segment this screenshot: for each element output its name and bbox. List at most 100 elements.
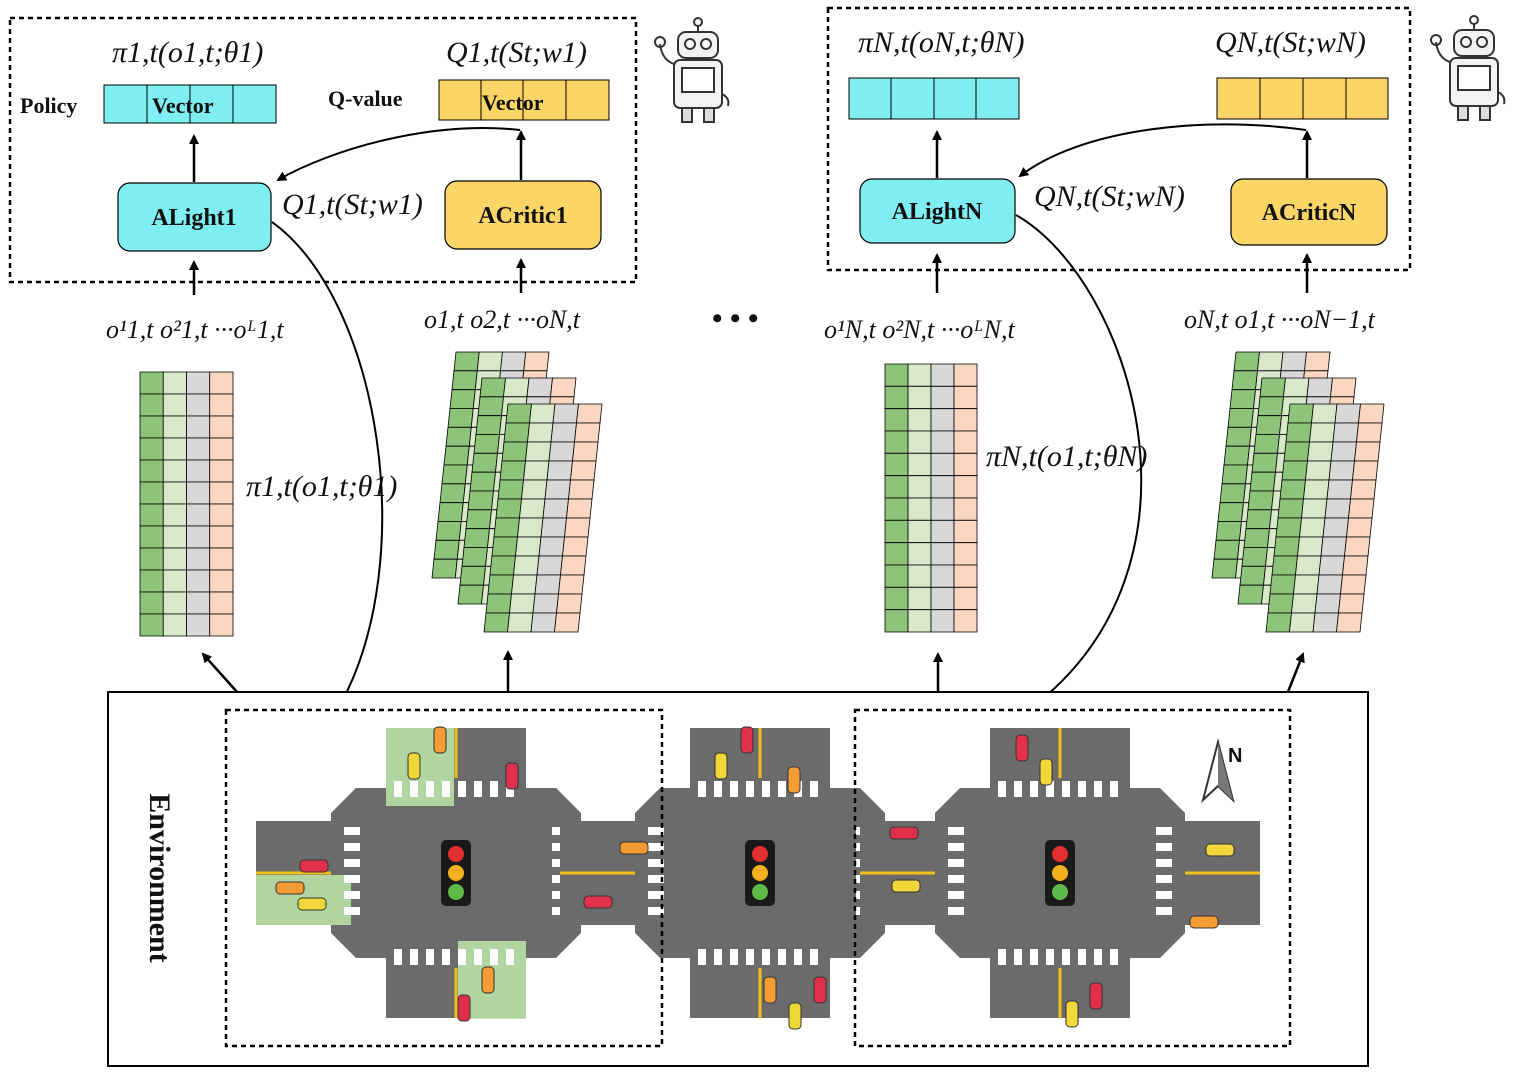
- grid-cell: [953, 475, 978, 499]
- grid-cell: [1219, 483, 1246, 504]
- grid-cell: [907, 586, 932, 611]
- grid-cell: [162, 503, 187, 527]
- grid-cell: [186, 415, 211, 439]
- grid-cell: [433, 539, 460, 560]
- grid-cell: [1301, 498, 1328, 519]
- grid-cell: [1356, 422, 1383, 443]
- grid-cell: [525, 441, 552, 462]
- grid-cell: [509, 593, 536, 614]
- grid-cell: [1283, 377, 1310, 398]
- grid-cell: [560, 555, 587, 576]
- grid-cell: [1309, 422, 1336, 443]
- grid-cell: [447, 408, 474, 428]
- grid-cell: [209, 437, 234, 461]
- agent1-obs-formula: o¹1,t o²1,t ···oᴸ1,t: [106, 315, 284, 344]
- grid-cell: [1340, 574, 1367, 595]
- agent1-critic-obs-formula: o1,t o2,t ···oN,t: [424, 305, 581, 334]
- grid-cell: [477, 396, 504, 417]
- car-icon: [889, 826, 919, 840]
- agentN-q-formula: QN,t(St;wN): [1215, 26, 1366, 59]
- grid-cell: [930, 542, 955, 566]
- grid-cell: [953, 519, 978, 544]
- environment-label: Environment: [143, 793, 176, 962]
- agent1-critic-box: [444, 180, 602, 250]
- grid-cell: [1299, 517, 1326, 538]
- agentN-critic-label: ACriticN: [1262, 200, 1357, 226]
- grid-cell: [1257, 351, 1284, 372]
- grid-cell: [1285, 422, 1312, 443]
- grid-cell: [1314, 593, 1341, 614]
- grid-cell: [542, 498, 569, 519]
- grid-cell: [459, 565, 486, 586]
- grid-cell: [209, 393, 234, 417]
- grid-cell: [139, 437, 164, 461]
- agentN-actor-label: ALightN: [892, 199, 983, 225]
- grid-cell: [453, 351, 480, 372]
- grid-cell: [515, 536, 542, 557]
- grid-cell: [1217, 502, 1244, 522]
- grid-cell: [544, 479, 571, 500]
- grid-cell: [1283, 441, 1310, 462]
- car-icon: [275, 881, 305, 895]
- grid-cell: [497, 479, 524, 500]
- agent1-policy-formula: π1,t(o1,t;θ1): [112, 36, 263, 69]
- grid-cell: [907, 363, 932, 387]
- car-icon: [1015, 734, 1029, 762]
- grid-cell: [1324, 498, 1351, 519]
- grid-cell: [1295, 555, 1322, 576]
- grid-cell: [884, 363, 909, 387]
- grid-cell: [550, 422, 577, 443]
- grid-cell: [493, 517, 520, 538]
- grid-cell: [884, 586, 909, 611]
- car-icon: [788, 1002, 802, 1030]
- agentN-policy-formula: πN,t(oN,t;θN): [858, 26, 1024, 59]
- grid-cell: [209, 591, 234, 615]
- grid-cell: [461, 547, 488, 567]
- agent1-region-box: [224, 708, 664, 1048]
- grid-cell: [521, 479, 548, 500]
- agentN-region-box: [853, 708, 1292, 1048]
- grid-cell: [930, 519, 955, 544]
- grid-cell: [1344, 536, 1371, 557]
- agent1-q-formula: Q1,t(St;w1): [446, 36, 587, 69]
- grid-cell: [907, 475, 932, 499]
- car-icon: [481, 966, 495, 994]
- grid-cell: [1304, 351, 1331, 372]
- grid-cell: [139, 613, 164, 637]
- agent1-q-vector: Vector: [438, 79, 610, 121]
- grid-cell: [469, 471, 496, 492]
- grid-cell: [552, 403, 579, 424]
- grid-cell: [500, 351, 527, 372]
- agent1-action-arrow: [271, 221, 384, 707]
- grid-cell: [1225, 426, 1252, 447]
- grid-cell: [505, 403, 532, 424]
- agentN-q-feedback-arrow: [1018, 123, 1307, 178]
- grid-cell: [884, 609, 909, 633]
- intersection: [860, 728, 1260, 1018]
- agent1-critic-label: ACritic1: [478, 203, 567, 229]
- grid-cell: [1306, 377, 1333, 398]
- car-icon: [1189, 915, 1219, 929]
- grid-cell: [953, 430, 978, 454]
- observation-grid-layer: [884, 363, 978, 633]
- grid-cell: [162, 415, 187, 439]
- grid-cell: [529, 403, 556, 424]
- grid-cell: [907, 564, 932, 588]
- grid-cell: [209, 371, 234, 395]
- grid-cell: [884, 564, 909, 588]
- grid-cell: [1332, 422, 1359, 443]
- car-icon: [714, 752, 728, 780]
- agentN-policy-vector: [848, 77, 1020, 120]
- car-icon: [297, 897, 327, 911]
- grid-cell: [884, 542, 909, 566]
- grid-cell: [186, 547, 211, 571]
- grid-cell: [437, 502, 464, 522]
- grid-cell: [527, 422, 554, 443]
- grid-cell: [475, 415, 502, 435]
- agent1-q-feedback-arrow: [276, 127, 521, 181]
- grid-cell: [435, 521, 462, 541]
- grid-cell: [209, 503, 234, 527]
- grid-cell: [465, 509, 492, 530]
- grid-cell: [554, 612, 581, 633]
